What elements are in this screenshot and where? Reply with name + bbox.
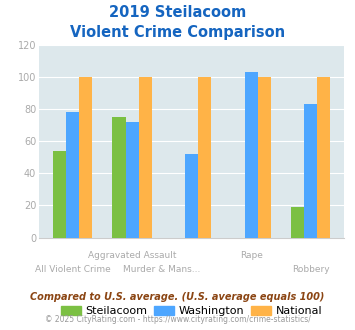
Text: © 2025 CityRating.com - https://www.cityrating.com/crime-statistics/: © 2025 CityRating.com - https://www.city… — [45, 315, 310, 324]
Bar — [304, 104, 317, 238]
Text: Violent Crime Comparison: Violent Crime Comparison — [70, 25, 285, 40]
Bar — [139, 77, 152, 238]
Text: Rape: Rape — [240, 251, 263, 260]
Bar — [113, 117, 126, 238]
Bar — [291, 207, 304, 238]
Text: All Violent Crime: All Violent Crime — [35, 265, 110, 274]
Text: Robbery: Robbery — [292, 265, 330, 274]
Text: Aggravated Assault: Aggravated Assault — [88, 251, 176, 260]
Text: Compared to U.S. average. (U.S. average equals 100): Compared to U.S. average. (U.S. average … — [30, 292, 325, 302]
Bar — [185, 154, 198, 238]
Bar — [245, 72, 258, 238]
Bar — [198, 77, 211, 238]
Text: Murder & Mans...: Murder & Mans... — [123, 265, 201, 274]
Bar — [66, 112, 79, 238]
Bar — [126, 122, 139, 238]
Bar — [53, 151, 66, 238]
Legend: Steilacoom, Washington, National: Steilacoom, Washington, National — [57, 301, 327, 321]
Bar — [258, 77, 271, 238]
Bar — [317, 77, 331, 238]
Text: 2019 Steilacoom: 2019 Steilacoom — [109, 5, 246, 20]
Bar — [79, 77, 92, 238]
